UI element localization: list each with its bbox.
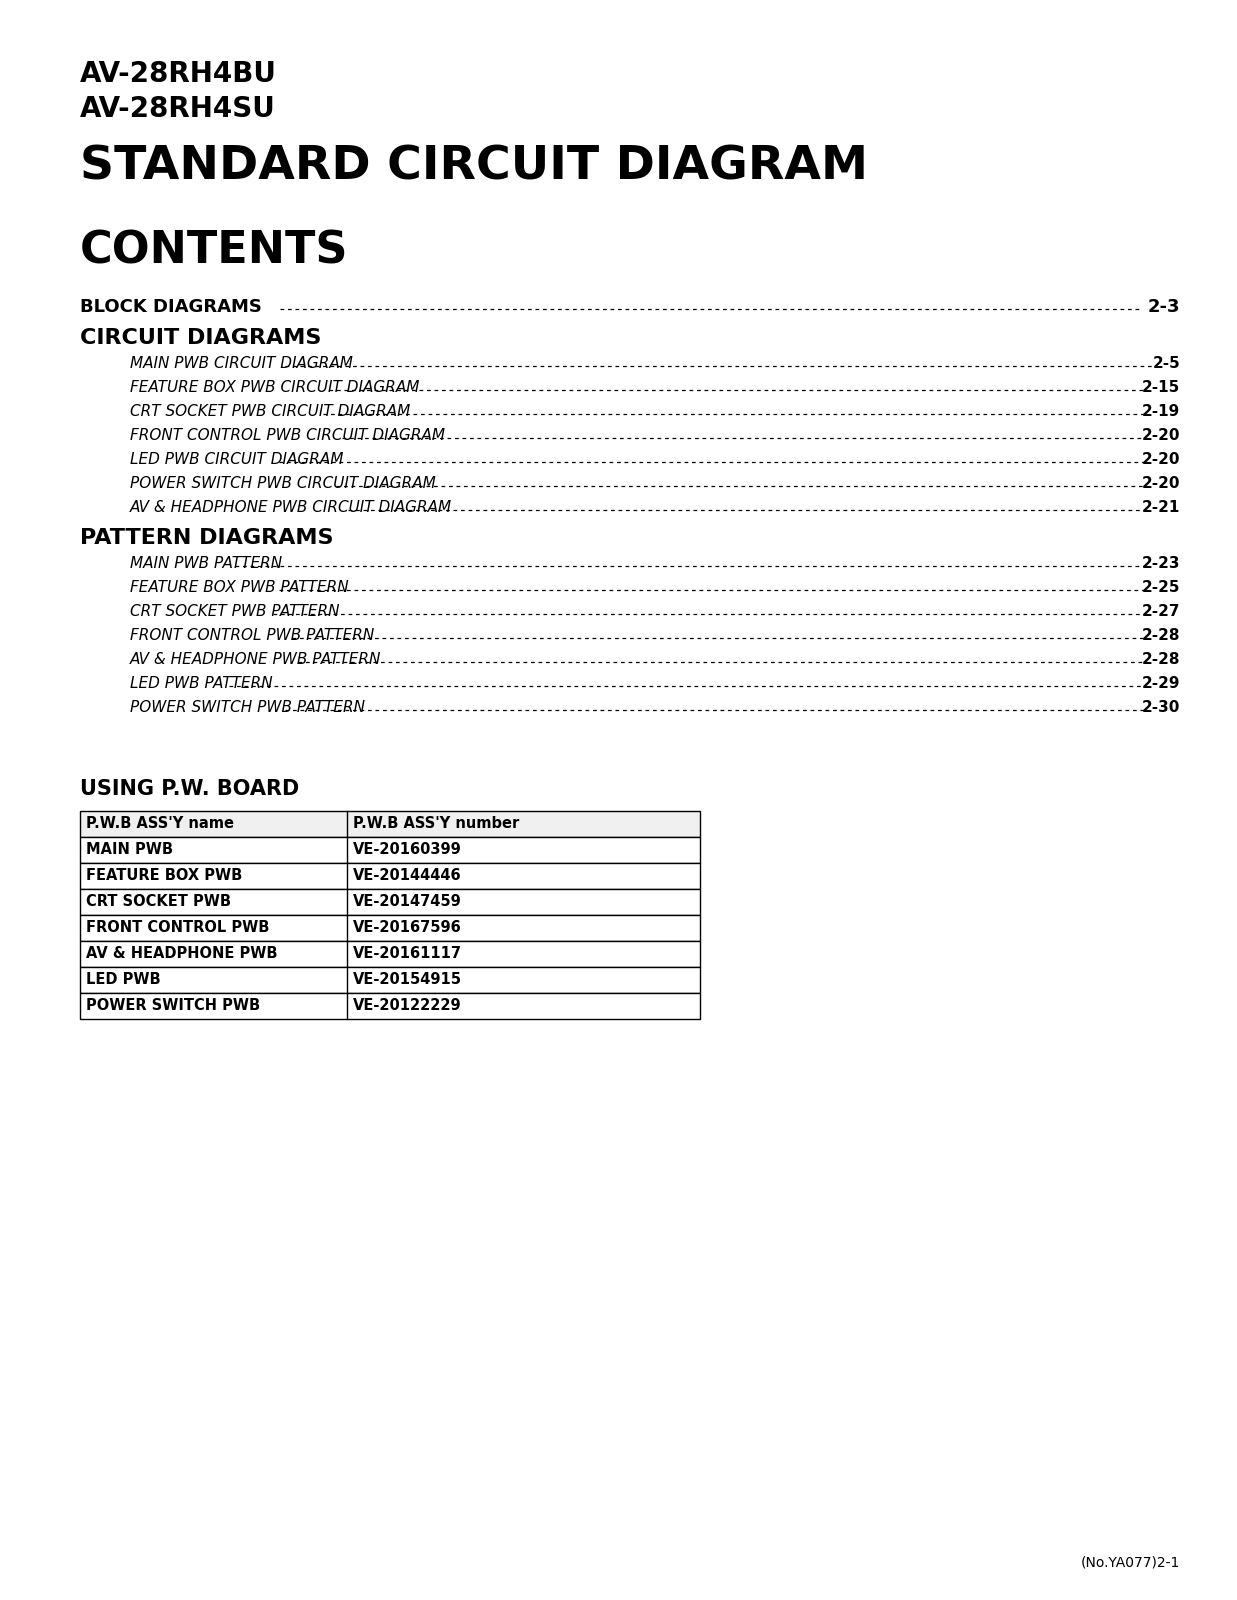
Text: CRT SOCKET PWB: CRT SOCKET PWB	[87, 894, 231, 909]
Text: VE-20154915: VE-20154915	[353, 973, 461, 987]
Text: VE-20161117: VE-20161117	[353, 947, 461, 962]
Text: POWER SWITCH PWB: POWER SWITCH PWB	[87, 998, 260, 1013]
Bar	[80, 994, 700, 1019]
Text: AV & HEADPHONE PWB PATTERN: AV & HEADPHONE PWB PATTERN	[130, 653, 381, 667]
Text: AV & HEADPHONE PWB CIRCUIT DIAGRAM: AV & HEADPHONE PWB CIRCUIT DIAGRAM	[130, 499, 453, 515]
Bar	[80, 862, 700, 890]
Text: FEATURE BOX PWB CIRCUIT DIAGRAM: FEATURE BOX PWB CIRCUIT DIAGRAM	[130, 379, 419, 395]
Bar	[80, 915, 700, 941]
Text: LED PWB CIRCUIT DIAGRAM: LED PWB CIRCUIT DIAGRAM	[130, 451, 344, 467]
Bar	[80, 837, 700, 862]
Text: 2-28: 2-28	[1142, 627, 1180, 643]
Text: VE-20144446: VE-20144446	[353, 869, 461, 883]
Text: 2-20: 2-20	[1142, 427, 1180, 443]
Text: 2-28: 2-28	[1142, 653, 1180, 667]
Text: 2-15: 2-15	[1142, 379, 1180, 395]
Text: VE-20122229: VE-20122229	[353, 998, 461, 1013]
Text: CRT SOCKET PWB CIRCUIT DIAGRAM: CRT SOCKET PWB CIRCUIT DIAGRAM	[130, 403, 411, 419]
Text: 2-29: 2-29	[1142, 675, 1180, 691]
Text: 2-30: 2-30	[1142, 701, 1180, 715]
Text: USING P.W. BOARD: USING P.W. BOARD	[80, 779, 299, 798]
Text: FRONT CONTROL PWB PATTERN: FRONT CONTROL PWB PATTERN	[130, 627, 375, 643]
Text: VE-20147459: VE-20147459	[353, 894, 461, 909]
Text: 2-3: 2-3	[1148, 298, 1180, 317]
Bar	[80, 966, 700, 994]
Text: P.W.B ASS'Y number: P.W.B ASS'Y number	[353, 816, 518, 832]
Text: STANDARD CIRCUIT DIAGRAM: STANDARD CIRCUIT DIAGRAM	[80, 146, 868, 190]
Text: CRT SOCKET PWB PATTERN: CRT SOCKET PWB PATTERN	[130, 603, 339, 619]
Text: 2-19: 2-19	[1142, 403, 1180, 419]
Text: 2-23: 2-23	[1142, 557, 1180, 571]
Text: MAIN PWB: MAIN PWB	[87, 843, 173, 858]
Text: 2-21: 2-21	[1142, 499, 1180, 515]
Text: 2-27: 2-27	[1142, 603, 1180, 619]
Text: AV-28RH4BU: AV-28RH4BU	[80, 59, 277, 88]
Text: VE-20160399: VE-20160399	[353, 843, 461, 858]
Text: FRONT CONTROL PWB CIRCUIT DIAGRAM: FRONT CONTROL PWB CIRCUIT DIAGRAM	[130, 427, 445, 443]
Text: (No.YA077)2-1: (No.YA077)2-1	[1081, 1555, 1180, 1570]
Text: MAIN PWB PATTERN: MAIN PWB PATTERN	[130, 557, 282, 571]
Text: FEATURE BOX PWB: FEATURE BOX PWB	[87, 869, 242, 883]
Text: CONTENTS: CONTENTS	[80, 230, 349, 274]
Text: FEATURE BOX PWB PATTERN: FEATURE BOX PWB PATTERN	[130, 579, 349, 595]
Text: 2-5: 2-5	[1152, 357, 1180, 371]
Text: CIRCUIT DIAGRAMS: CIRCUIT DIAGRAMS	[80, 328, 322, 349]
Text: 2-20: 2-20	[1142, 477, 1180, 491]
Bar	[80, 811, 700, 837]
Bar	[80, 890, 700, 915]
Text: AV-28RH4SU: AV-28RH4SU	[80, 94, 276, 123]
Text: AV & HEADPHONE PWB: AV & HEADPHONE PWB	[87, 947, 277, 962]
Text: LED PWB: LED PWB	[87, 973, 161, 987]
Bar	[80, 941, 700, 966]
Text: VE-20167596: VE-20167596	[353, 920, 461, 936]
Text: 2-25: 2-25	[1142, 579, 1180, 595]
Text: PATTERN DIAGRAMS: PATTERN DIAGRAMS	[80, 528, 334, 547]
Text: FRONT CONTROL PWB: FRONT CONTROL PWB	[87, 920, 270, 936]
Text: P.W.B ASS'Y name: P.W.B ASS'Y name	[87, 816, 234, 832]
Text: 2-20: 2-20	[1142, 451, 1180, 467]
Text: MAIN PWB CIRCUIT DIAGRAM: MAIN PWB CIRCUIT DIAGRAM	[130, 357, 353, 371]
Text: POWER SWITCH PWB PATTERN: POWER SWITCH PWB PATTERN	[130, 701, 365, 715]
Text: BLOCK DIAGRAMS: BLOCK DIAGRAMS	[80, 298, 262, 317]
Text: POWER SWITCH PWB CIRCUIT DIAGRAM: POWER SWITCH PWB CIRCUIT DIAGRAM	[130, 477, 435, 491]
Text: LED PWB PATTERN: LED PWB PATTERN	[130, 675, 272, 691]
